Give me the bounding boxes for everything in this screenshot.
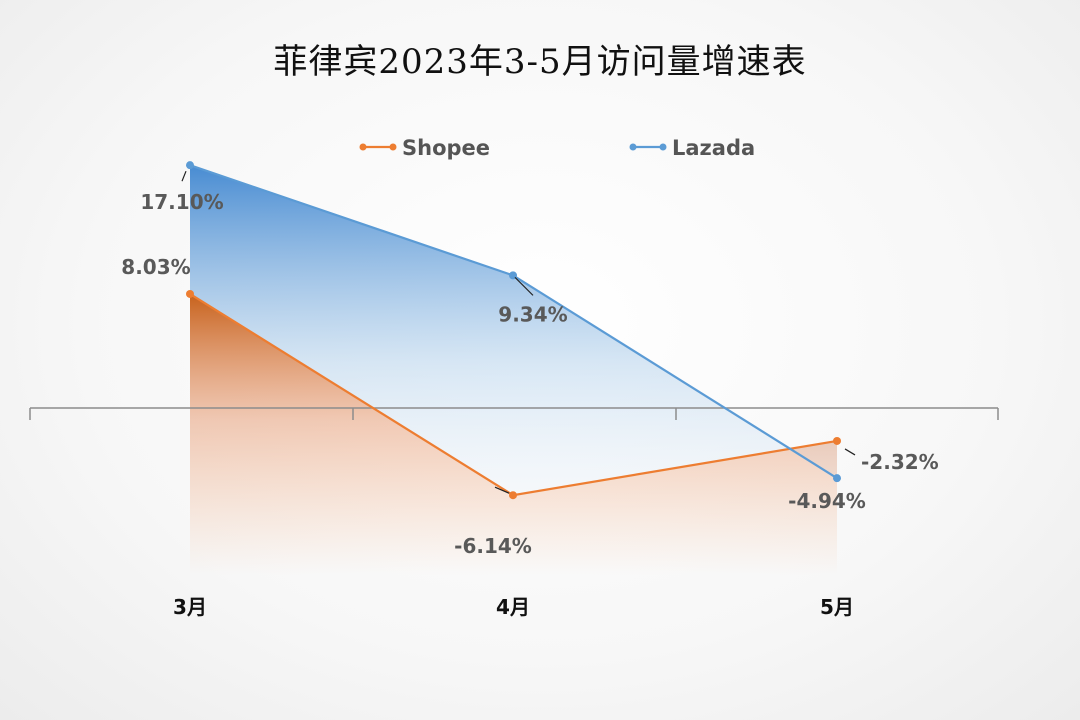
x-tick-label: 4月 bbox=[496, 595, 530, 619]
x-tick-label: 3月 bbox=[173, 595, 207, 619]
lazada-label-leader bbox=[514, 276, 534, 296]
shopee-area bbox=[190, 293, 837, 575]
shopee-legend-label[interactable]: Shopee bbox=[402, 136, 490, 160]
shopee-data-point bbox=[509, 491, 517, 500]
shopee-label-leader bbox=[494, 486, 510, 494]
lazada-data-label: 9.34% bbox=[498, 302, 567, 326]
lazada-legend-marker bbox=[629, 143, 637, 151]
lazada-legend-label[interactable]: Lazada bbox=[672, 136, 755, 160]
lazada-data-point bbox=[833, 474, 841, 483]
lazada-data-label: -4.94% bbox=[788, 489, 866, 513]
lazada-label-leader bbox=[181, 170, 187, 182]
shopee-data-label: 8.03% bbox=[121, 255, 190, 279]
chart-title: 菲律宾2023年3-5月访问量增速表 bbox=[273, 42, 807, 82]
shopee-legend-marker bbox=[359, 143, 367, 151]
shopee-legend-marker bbox=[389, 143, 397, 151]
shopee-data-point bbox=[833, 436, 841, 445]
lazada-data-label: 17.10% bbox=[140, 190, 223, 214]
shopee-data-point bbox=[186, 289, 194, 298]
shopee-data-label: -6.14% bbox=[454, 534, 532, 558]
lazada-legend-marker bbox=[659, 143, 667, 151]
shopee-data-label: -2.32% bbox=[861, 450, 939, 474]
lazada-data-point bbox=[186, 161, 194, 170]
shopee-label-leader bbox=[844, 448, 856, 456]
x-tick-label: 5月 bbox=[820, 595, 854, 619]
